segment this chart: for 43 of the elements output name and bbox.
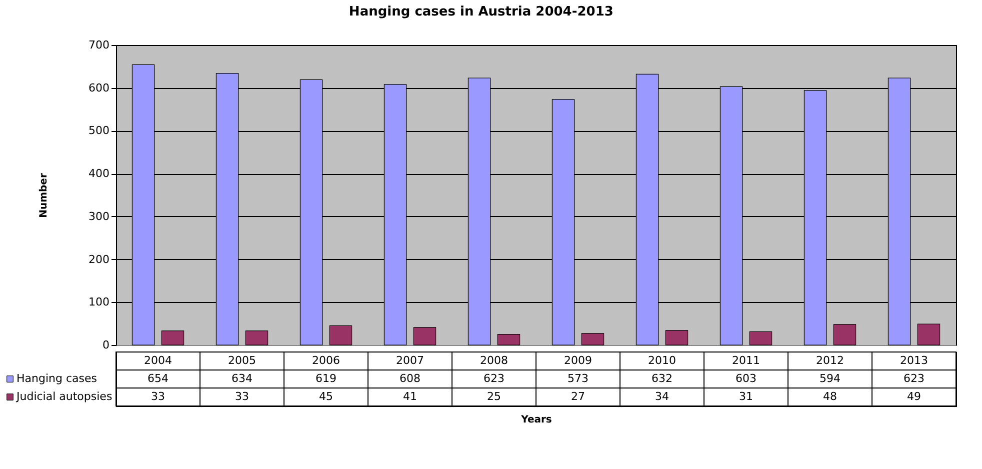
legend-label: Hanging cases (16, 372, 98, 385)
y-tick-label: 200 (88, 252, 110, 266)
y-tick-label: 600 (88, 81, 110, 94)
x-tick-label: 2006 (312, 354, 340, 367)
data-label: 573 (568, 372, 588, 385)
x-tick-label: 2004 (144, 354, 172, 367)
y-tick-label: 300 (88, 210, 110, 223)
x-tick-label: 2008 (480, 354, 508, 367)
x-tick-label: 2013 (900, 354, 928, 367)
x-axis-title: Years (520, 414, 552, 426)
chart-title: Hanging cases in Austria 2004-2013 (348, 4, 614, 20)
y-axis-title: Number (38, 173, 50, 218)
x-tick-label: 2011 (732, 354, 760, 367)
data-label: 33 (151, 390, 165, 403)
data-label: 33 (235, 390, 249, 403)
x-tick-label: 2009 (564, 354, 592, 367)
legend-label: Judicial autopsies (16, 390, 112, 403)
x-tick-label: 2005 (228, 354, 256, 367)
data-label: 619 (316, 372, 336, 385)
data-label: 34 (655, 390, 669, 403)
y-tick-label: 400 (88, 167, 110, 180)
data-label: 41 (403, 390, 417, 403)
data-label: 27 (571, 390, 585, 403)
y-tick-label: 0 (102, 338, 110, 352)
x-tick-label: 2010 (648, 354, 676, 367)
data-label: 623 (484, 372, 504, 385)
y-tick-label: 500 (88, 124, 110, 138)
y-tick-label: 700 (88, 38, 110, 52)
data-label: 632 (652, 372, 672, 385)
data-label: 654 (148, 372, 168, 385)
data-label: 48 (823, 390, 837, 403)
x-tick-label: 2012 (816, 354, 844, 367)
data-label: 623 (904, 372, 924, 385)
x-tick-label: 2007 (396, 354, 424, 367)
data-label: 634 (232, 372, 252, 385)
data-label: 31 (739, 390, 753, 403)
data-label: 45 (319, 390, 333, 403)
data-label: 608 (400, 372, 420, 385)
data-label: 49 (907, 390, 921, 403)
data-label: 25 (487, 390, 501, 403)
data-label: 603 (736, 372, 756, 385)
data-label: 594 (820, 372, 840, 385)
y-tick-label: 100 (88, 296, 110, 309)
